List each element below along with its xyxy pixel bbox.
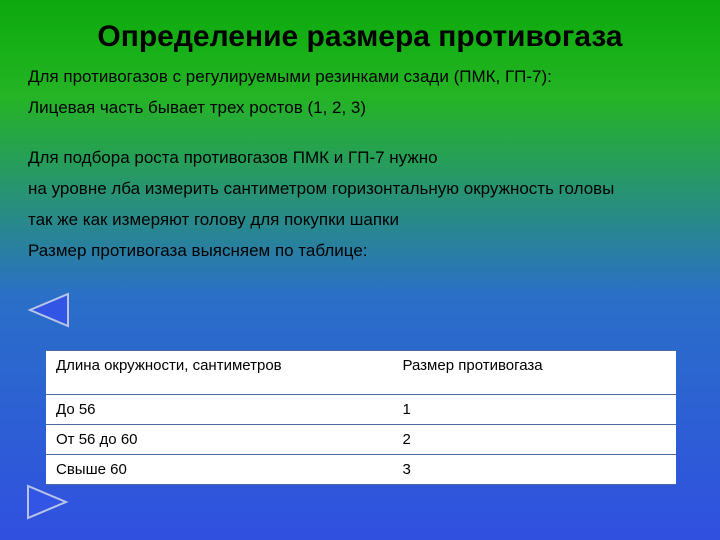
table-row: От 56 до 60 2 (46, 425, 676, 455)
col-header-circumference: Длина окружности, сантиметров (46, 351, 393, 395)
para-2: Лицевая часть бывает трех ростов (1, 2, … (28, 97, 692, 118)
table-row: Свыше 60 3 (46, 455, 676, 485)
col-header-size: Размер противогаза (393, 351, 677, 395)
cell-size: 2 (393, 425, 677, 455)
nav-back-button[interactable] (24, 290, 72, 330)
nav-next-button[interactable] (24, 482, 72, 522)
spacer (28, 129, 692, 147)
size-table: Длина окружности, сантиметров Размер про… (46, 350, 676, 485)
arrow-right-icon (24, 482, 72, 522)
arrow-left-icon (24, 290, 72, 330)
para-4: на уровне лба измерить сантиметром гориз… (28, 178, 692, 199)
cell-circumference: От 56 до 60 (46, 425, 393, 455)
para-5: так же как измеряют голову для покупки ш… (28, 209, 692, 230)
slide: Определение размера противогаза Для прот… (0, 0, 720, 540)
para-6: Размер противогаза выясняем по таблице: (28, 240, 692, 261)
cell-circumference: Свыше 60 (46, 455, 393, 485)
cell-size: 3 (393, 455, 677, 485)
para-1: Для противогазов с регулируемыми резинка… (28, 66, 692, 87)
table-header-row: Длина окружности, сантиметров Размер про… (46, 351, 676, 395)
cell-size: 1 (393, 395, 677, 425)
para-3: Для подбора роста противогазов ПМК и ГП-… (28, 147, 692, 168)
table-row: До 56 1 (46, 395, 676, 425)
cell-circumference: До 56 (46, 395, 393, 425)
page-title: Определение размера противогаза (28, 20, 692, 54)
